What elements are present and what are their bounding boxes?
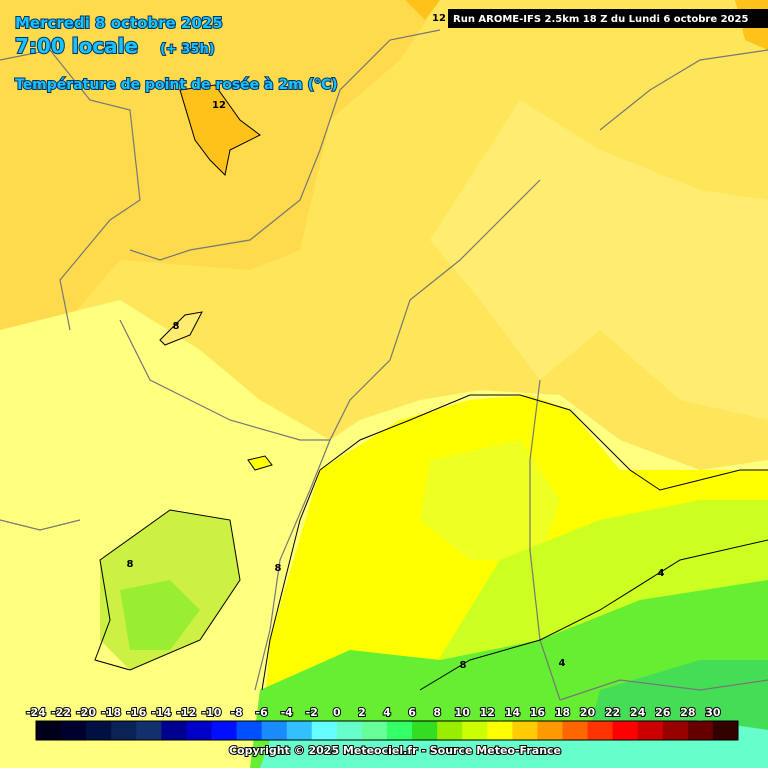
legend-swatch (412, 721, 438, 740)
legend-swatch (387, 721, 413, 740)
isolines (94, 394, 768, 691)
legend-label: -4 (281, 706, 294, 719)
run-info: Run AROME-IFS 2.5km 18 Z du Lundi 6 octo… (453, 14, 748, 25)
legend-swatch (537, 721, 563, 740)
legend-swatch (86, 721, 112, 740)
legend-swatch (286, 721, 313, 740)
legend-label: 30 (705, 706, 721, 719)
legend-label: -8 (230, 706, 242, 719)
legend-label: 12 (480, 706, 495, 719)
run-box (448, 9, 768, 28)
legend-label: 18 (555, 706, 570, 719)
contour-label: 8 (173, 321, 180, 332)
legend-swatch (61, 721, 87, 740)
legend-swatch (562, 721, 589, 740)
legend-swatch (687, 721, 714, 740)
legend-label: 6 (408, 706, 416, 719)
legend-swatch (587, 721, 614, 740)
parameter: Température de point de rosée à 2m (°C) (15, 77, 338, 93)
legend-swatch (211, 721, 238, 740)
time: 7:00 locale (15, 34, 138, 58)
legend-label: -14 (151, 706, 171, 719)
legend-label: -2 (306, 706, 318, 719)
legend-swatch (612, 721, 639, 740)
header: Mercredi 8 octobre 2025 7:00 locale (+ 3… (14, 9, 768, 94)
contour-label: 8 (275, 563, 282, 574)
legend-label: -10 (202, 706, 222, 719)
legend-label: 10 (455, 706, 471, 719)
legend-swatch (236, 721, 263, 740)
legend-label: -12 (176, 706, 196, 719)
date: Mercredi 8 octobre 2025 (15, 14, 223, 32)
legend-label: 20 (580, 706, 596, 719)
contour-label: 4 (658, 568, 665, 579)
contour-label: 12 (432, 13, 446, 24)
legend-label: -22 (51, 706, 71, 719)
legend-label: 22 (605, 706, 620, 719)
legend-label: -20 (76, 706, 96, 719)
lead-time: (+ 35h) (160, 42, 215, 57)
legend-swatch (111, 721, 137, 740)
legend-label: 2 (358, 706, 366, 719)
legend-swatch (36, 721, 62, 740)
contour-labels: 12 12 8 8 8 4 8 4 (127, 13, 665, 671)
legend-label: 4 (383, 706, 391, 719)
legend-label: 16 (530, 706, 546, 719)
legend-label: 14 (505, 706, 521, 719)
copyright: Copyright © 2025 Meteociel.fr - Source M… (229, 744, 561, 757)
legend-swatch (487, 721, 513, 740)
legend-label: 8 (433, 706, 441, 719)
borders (0, 29, 768, 701)
legend-swatch (512, 721, 538, 740)
legend-swatch (662, 721, 689, 740)
contour-label: 12 (212, 100, 226, 111)
legend-swatch (361, 721, 388, 740)
contour-label: 8 (460, 660, 467, 671)
legend-label: 0 (333, 706, 341, 719)
legend-swatch (637, 721, 664, 740)
contour-label: 8 (127, 559, 134, 570)
legend-swatch (186, 721, 212, 740)
legend-label: -24 (26, 706, 46, 719)
legend-swatch (336, 721, 363, 740)
legend-swatch (261, 721, 288, 740)
legend-label: 26 (655, 706, 671, 719)
legend-swatch (161, 721, 187, 740)
legend-frame (35, 720, 739, 741)
legend-label: -16 (126, 706, 146, 719)
legend: -24 -22 -20 -18 -16 -14 -12 -10 -8 -6 -4 -2 0 2 4 6 8 10 1… (25, 705, 739, 741)
legend-swatch (462, 721, 488, 740)
legend-swatch (712, 721, 739, 740)
legend-label: 28 (680, 706, 695, 719)
legend-swatch (437, 721, 463, 740)
legend-label: -6 (256, 706, 269, 719)
legend-label: -18 (101, 706, 121, 719)
legend-swatch (136, 721, 162, 740)
legend-label: 24 (630, 706, 646, 719)
legend-swatch (311, 721, 338, 740)
contour-label: 4 (559, 658, 566, 669)
